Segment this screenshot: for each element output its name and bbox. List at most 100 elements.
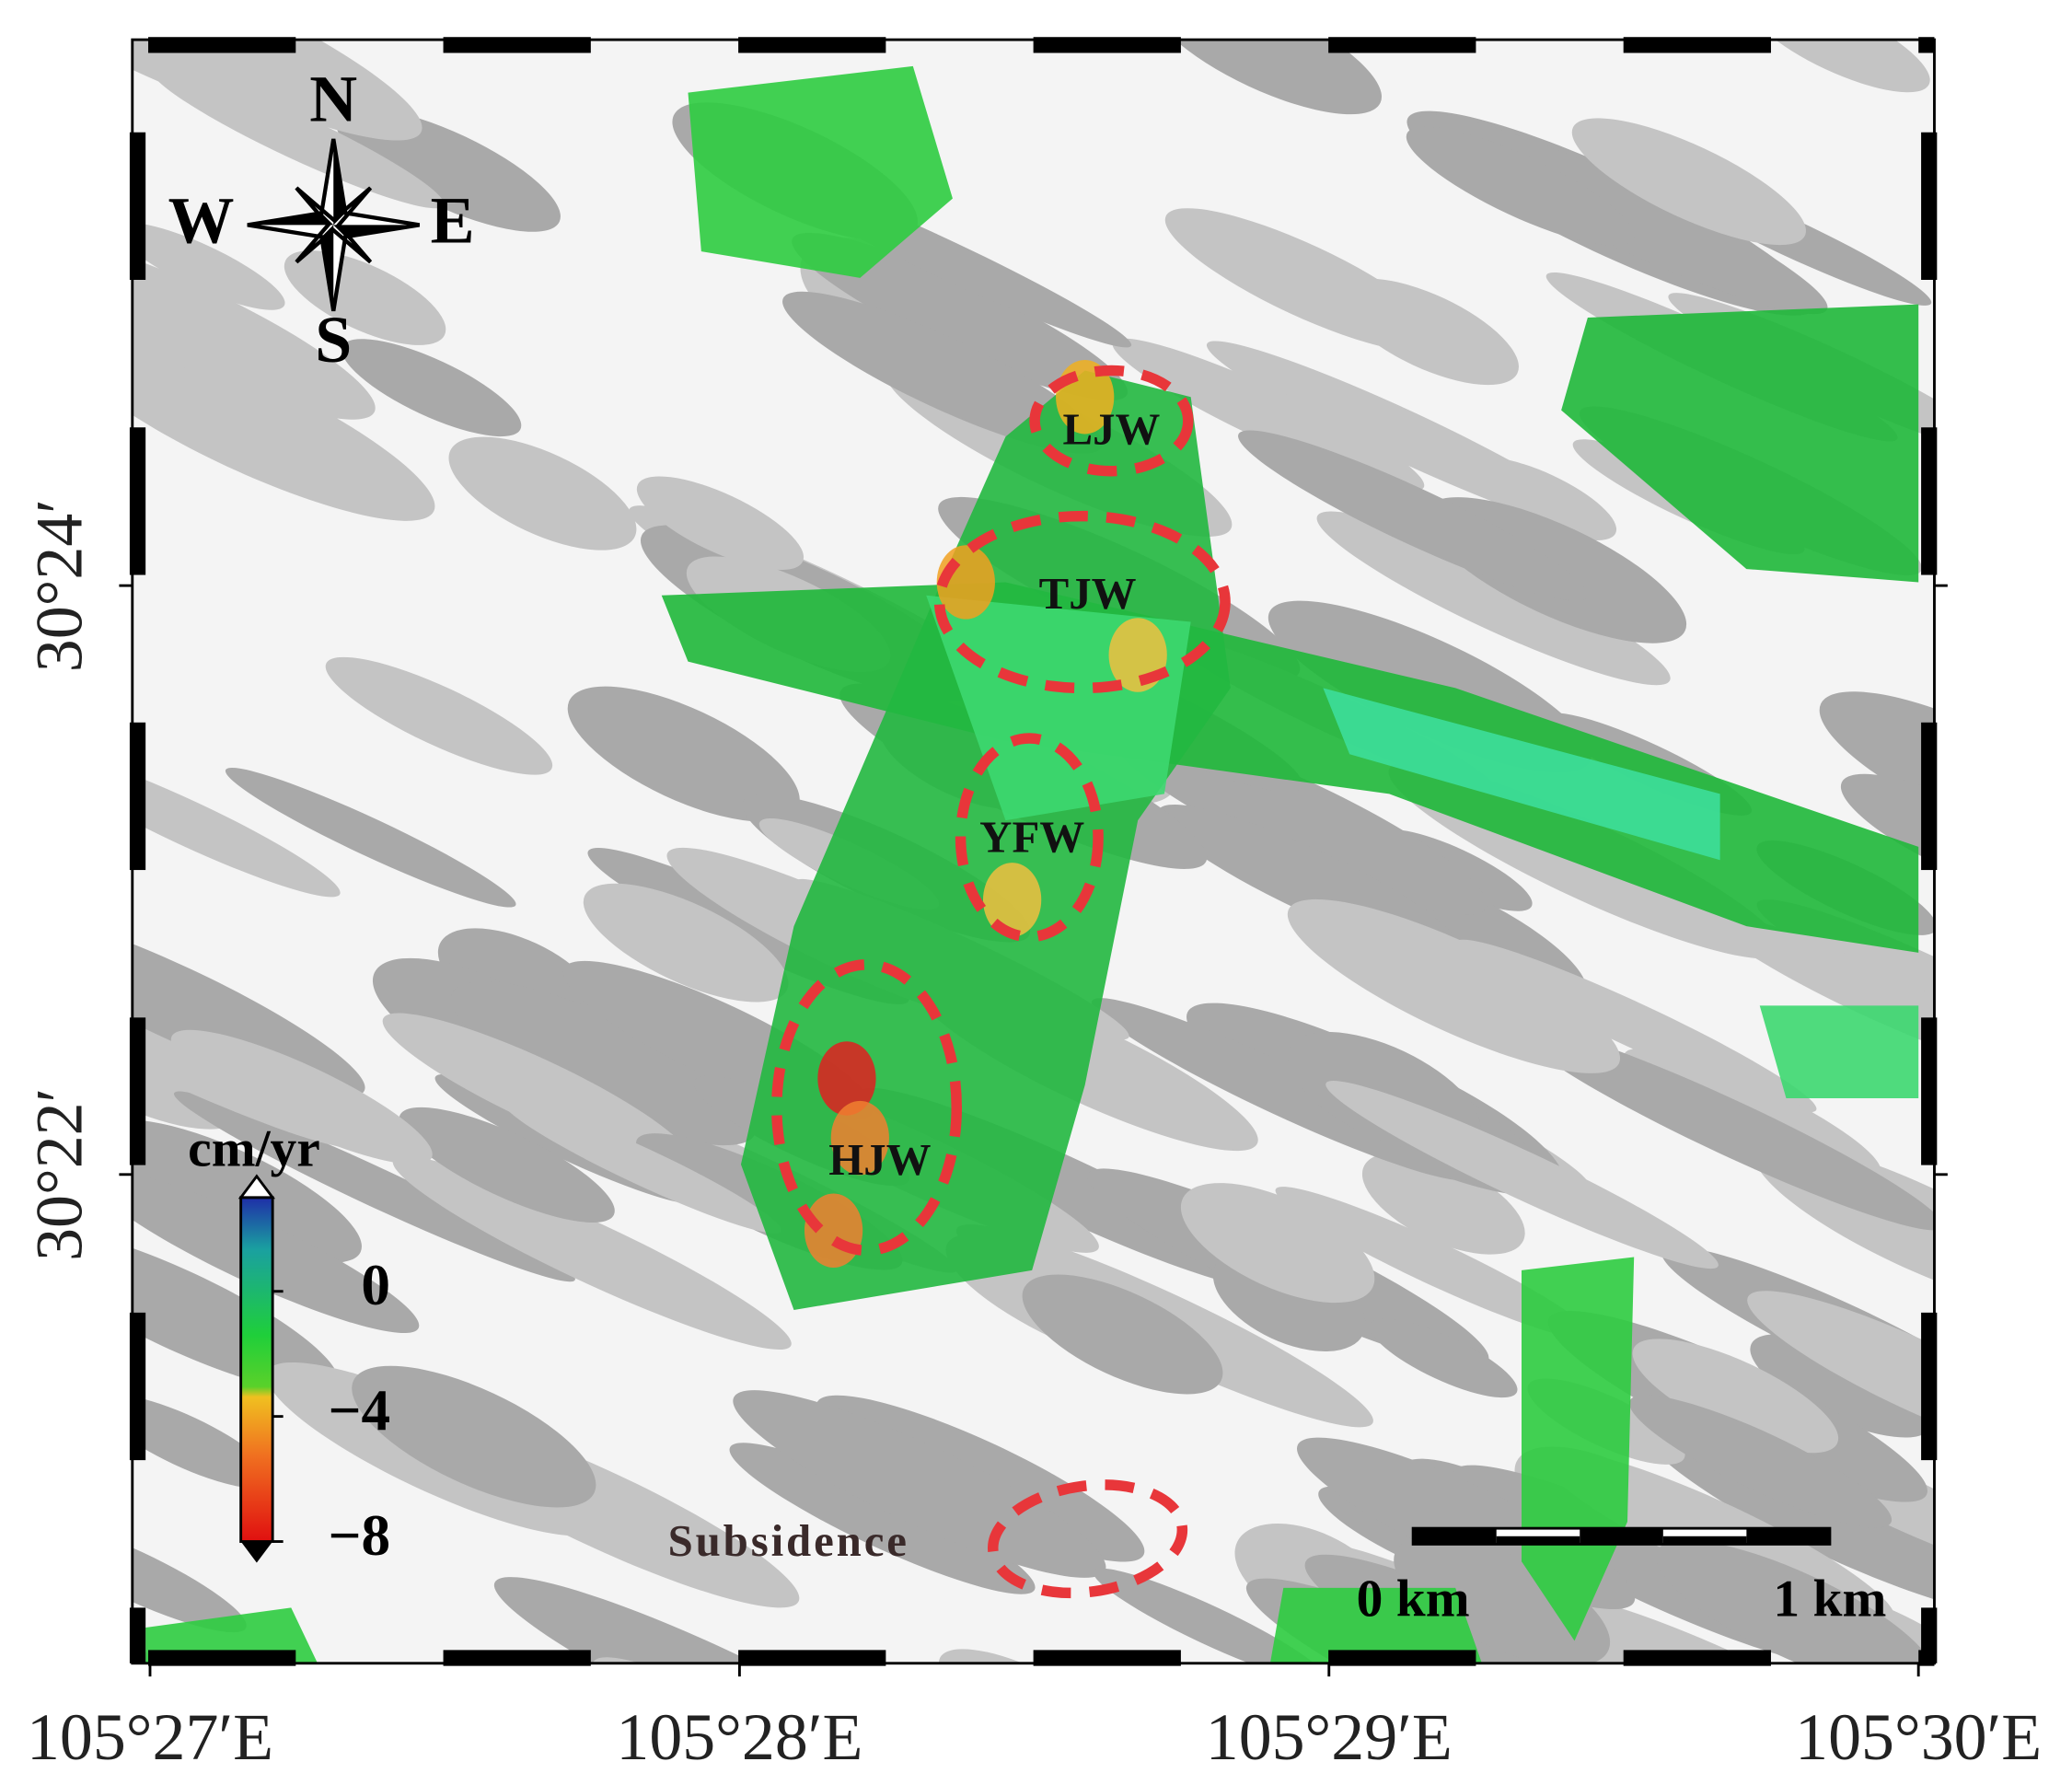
ridge (132, 236, 376, 420)
colorbar-arrow (240, 1541, 273, 1563)
colorbar-tick-label: −8 (328, 1503, 390, 1568)
frame-tick (443, 1650, 591, 1666)
frame-tick (1921, 1607, 1938, 1663)
ridge (382, 1013, 691, 1167)
subsidence-spot (804, 1193, 863, 1268)
scale-start: 0 km (1357, 1570, 1470, 1628)
ridge (782, 291, 1103, 454)
ridge (325, 656, 553, 775)
x-tick-label: 105°27′E (27, 1700, 273, 1774)
scale-bar-segment (1413, 1528, 1497, 1545)
ridge (1747, 1291, 1935, 1460)
x-tick-label: 105°29′E (1206, 1700, 1453, 1774)
ridge (1406, 126, 1635, 247)
ridge (1316, 511, 1671, 686)
ridge (583, 883, 789, 1003)
y-tick-label: 30°24′ (22, 499, 96, 672)
ridge (284, 250, 446, 345)
ridge (225, 767, 516, 908)
scale-bar-segment (1746, 1528, 1830, 1545)
frame-tick (1921, 1017, 1938, 1165)
subsidence-spot (983, 863, 1042, 937)
x-tick-label: 105°28′E (616, 1700, 862, 1774)
frame-tick (129, 1017, 146, 1165)
colorbar (239, 1196, 274, 1543)
colorbar-tick-label: −4 (328, 1378, 390, 1443)
frame-tick (148, 1650, 296, 1666)
ridge (1108, 724, 1487, 915)
ridge (1338, 278, 1519, 386)
colorbar-unit: cm/yr (188, 1120, 320, 1178)
ridge (392, 1155, 792, 1350)
ridge (636, 476, 804, 570)
frame-tick (1921, 722, 1938, 871)
ridge (1369, 1318, 1518, 1398)
ridge (451, 981, 757, 1146)
frame-tick (1623, 37, 1771, 53)
annotation-label: YFW (979, 811, 1084, 862)
ridge (1632, 1339, 1839, 1454)
frame-tick (1918, 37, 1935, 53)
compass-east: E (431, 184, 475, 258)
deformation-zone (1323, 688, 1720, 861)
frame-tick (129, 1607, 146, 1663)
deformation-zone (1561, 304, 1919, 583)
ridge (352, 1365, 596, 1508)
ridge (1394, 1536, 1611, 1663)
ridge (1518, 1590, 1935, 1663)
ridge (1112, 338, 1425, 492)
ridge (1325, 1081, 1719, 1269)
ridge (1750, 1334, 1932, 1438)
x-tick-label: 105°30′E (1795, 1700, 2042, 1774)
ridge (1093, 1568, 1326, 1663)
frame-tick (1623, 1650, 1771, 1666)
compass-north: N (309, 62, 357, 135)
scale-end: 1 km (1773, 1570, 1886, 1628)
colorbar-arrow (237, 1174, 276, 1200)
ridge (1022, 1274, 1223, 1395)
deformation-zone (688, 65, 953, 278)
compass-south: S (315, 303, 352, 377)
ridge (493, 1577, 926, 1663)
frame-tick (1328, 1650, 1476, 1666)
ridge (132, 325, 435, 521)
ridge (170, 1029, 433, 1165)
annotation-circle (771, 959, 963, 1257)
ridge (1180, 1183, 1375, 1304)
y-tick-label: 30°22′ (22, 1088, 96, 1261)
compass-rose (247, 138, 421, 312)
frame-tick (1033, 37, 1181, 53)
frame-tick (1921, 1312, 1938, 1461)
ridge (1517, 1026, 1935, 1231)
deformation-zone (1759, 1005, 1919, 1099)
deformation-zone (1269, 1587, 1482, 1663)
annotation-label: HJW (828, 1134, 931, 1185)
scale-bar-segment (1496, 1536, 1580, 1545)
ridge (1206, 341, 1605, 533)
ridge (132, 1119, 362, 1263)
frame-tick (443, 37, 591, 53)
ridge (567, 686, 800, 822)
ridge (792, 232, 1129, 400)
ridge (448, 436, 637, 551)
subsidence-spot (817, 1041, 876, 1116)
ridge (132, 222, 285, 310)
ridge (1571, 118, 1806, 246)
frame-tick (129, 722, 146, 871)
ridge (1287, 898, 1621, 1073)
frame-tick (738, 37, 886, 53)
compass-rose (247, 138, 420, 311)
ridge (1455, 939, 1817, 1113)
ridge (1840, 773, 1935, 896)
annotation-circle (933, 510, 1231, 694)
ridge (1819, 691, 1935, 849)
annotation-circle (988, 1479, 1188, 1599)
ridge (1746, 40, 1930, 93)
frame-tick (129, 1312, 146, 1461)
ridge (1150, 40, 1383, 115)
compass-west: W (168, 184, 235, 258)
ridge (733, 1390, 1106, 1578)
ridge (1708, 912, 1935, 1071)
deformation-zone (145, 1607, 318, 1663)
